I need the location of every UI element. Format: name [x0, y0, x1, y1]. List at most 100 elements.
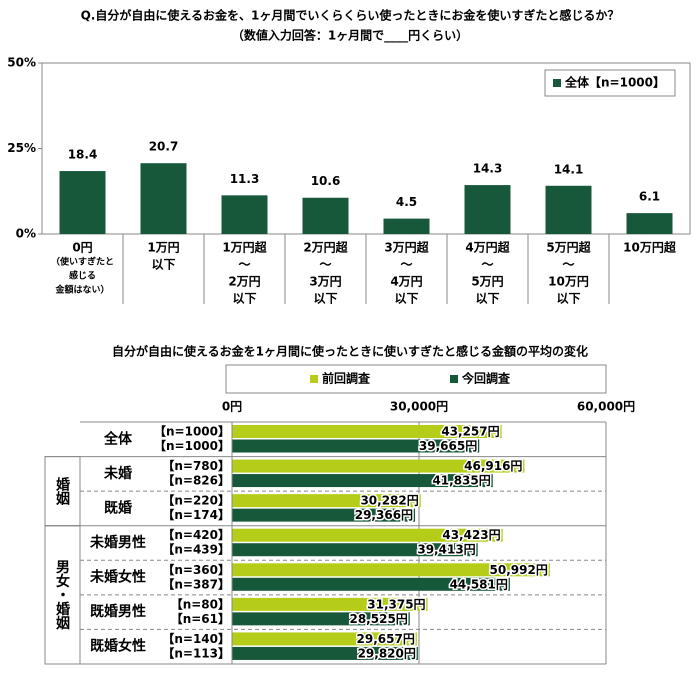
- category-label: 全体: [103, 430, 133, 447]
- y-tick-label: 50%: [7, 56, 36, 70]
- n-label: 【n=420】: [162, 527, 230, 542]
- x-tick-label: 5万円超: [546, 240, 591, 255]
- x-tick-label: 5万円: [471, 275, 503, 289]
- x-tick-label: ～: [238, 258, 250, 272]
- category-label: 既婚男性: [90, 603, 146, 620]
- data-label: 11.3: [230, 172, 260, 186]
- data-label: 29,820円: [358, 646, 416, 660]
- bar: [232, 439, 480, 453]
- n-label: 【n=113】: [162, 645, 230, 660]
- category-label: 既婚: [104, 499, 132, 516]
- data-label: 46,916円: [464, 459, 522, 473]
- n-label: 【n=780】: [162, 458, 230, 473]
- data-label: 4.5: [396, 195, 417, 209]
- bar: [626, 213, 673, 234]
- data-label: 39,665円: [419, 439, 477, 453]
- x-tick-label: ～: [562, 258, 574, 272]
- x-tick-label: ～: [400, 258, 412, 272]
- x-tick-label: 4万円: [390, 275, 422, 289]
- legend-box: [225, 364, 607, 394]
- x-tick-label: 3万円: [309, 275, 341, 289]
- x-tick-label: 2万円超: [303, 240, 348, 255]
- data-label: 31,375円: [367, 597, 425, 611]
- n-label: 【n=360】: [162, 562, 230, 577]
- chart-title: 自分が自由に使えるお金を1ヶ月間に使ったときに使いすぎたと感じる金額の平均の変化: [112, 344, 588, 359]
- legend-box: [544, 69, 676, 97]
- x-tick-label: 10万円: [548, 275, 589, 289]
- y-tick-label: 0%: [16, 227, 36, 241]
- n-label: 【n=174】: [162, 507, 230, 522]
- legend-swatch: [553, 79, 561, 87]
- x-tick-label: 60,000円: [577, 400, 635, 414]
- bar: [232, 612, 410, 626]
- legend-swatch: [310, 375, 318, 383]
- bar: [232, 474, 493, 488]
- bar: [464, 185, 511, 234]
- x-tick-label: 金額はない）: [54, 284, 109, 296]
- bar: [545, 185, 592, 234]
- x-tick-label: 以下: [151, 258, 175, 272]
- legend-swatch: [450, 375, 458, 383]
- x-tick-label: 以下: [313, 292, 337, 306]
- group-label: 婚姻: [54, 476, 70, 506]
- n-label: 【n=387】: [162, 576, 230, 591]
- x-tick-label: 1万円: [147, 241, 179, 255]
- chart-title: Q.自分が自由に使えるお金を、1ヶ月間でいくらくらい使ったときにお金を使いすぎた…: [81, 8, 620, 23]
- n-label: 【n=1000】: [154, 424, 230, 439]
- data-label: 14.3: [473, 162, 503, 176]
- x-tick-label: 30,000円: [390, 400, 448, 414]
- n-label: 【n=61】: [171, 611, 230, 626]
- data-label: 41,835円: [432, 474, 490, 488]
- data-label: 39,413円: [417, 543, 475, 557]
- chart-subtitle: （数値入力回答：1ヶ月間で____円くらい）: [232, 28, 468, 44]
- bar: [232, 646, 418, 660]
- bar: [140, 163, 187, 234]
- n-label: 【n=220】: [162, 493, 230, 508]
- n-label: 【n=80】: [171, 596, 230, 611]
- x-tick-label: 3万円超: [384, 240, 429, 255]
- x-tick-label: 1万円超: [222, 240, 267, 255]
- data-label: 18.4: [68, 148, 98, 162]
- x-tick-label: 感じる: [69, 270, 96, 282]
- category-label: 未婚男性: [90, 534, 146, 551]
- x-tick-label: 2万円: [228, 275, 260, 289]
- bar: [232, 508, 416, 522]
- data-label: 29,657円: [357, 632, 415, 646]
- x-tick-label: 以下: [394, 292, 418, 306]
- data-label: 28,525円: [349, 612, 407, 626]
- data-label: 43,423円: [442, 528, 500, 542]
- bar: [232, 543, 478, 557]
- x-tick-label: ～: [319, 258, 331, 272]
- bar: [59, 171, 106, 234]
- data-label: 20.7: [149, 140, 179, 154]
- bar: [232, 597, 428, 611]
- bar: [232, 459, 525, 473]
- legend-label: 今回調査: [461, 371, 511, 386]
- bar: [221, 195, 268, 234]
- x-tick-label: 以下: [232, 292, 256, 306]
- data-label: 44,581円: [450, 577, 508, 591]
- data-label: 50,992円: [490, 563, 548, 577]
- data-label: 6.1: [639, 190, 660, 204]
- bar: [232, 563, 550, 577]
- legend-label: 前回調査: [322, 371, 371, 386]
- n-label: 【n=439】: [162, 542, 230, 557]
- category-label: 未婚: [104, 465, 132, 482]
- n-label: 【n=140】: [162, 631, 230, 646]
- bar: [232, 425, 502, 438]
- bar: [302, 197, 349, 234]
- data-label: 43,257円: [441, 425, 499, 439]
- x-tick-label: 4万円超: [465, 240, 510, 255]
- x-tick-label: 以下: [475, 292, 499, 306]
- bar: [232, 528, 503, 542]
- group-label: 男女・婚姻: [54, 560, 70, 631]
- category-label: 既婚女性: [90, 638, 146, 655]
- bar: [232, 577, 510, 591]
- x-tick-label: 0円: [72, 241, 92, 255]
- y-tick-label: 25%: [7, 141, 36, 155]
- bar: [232, 632, 417, 646]
- n-label: 【n=1000】: [154, 438, 230, 453]
- x-tick-label: （使いすぎたと: [51, 256, 114, 268]
- legend-label: 全体【n=1000】: [564, 75, 665, 90]
